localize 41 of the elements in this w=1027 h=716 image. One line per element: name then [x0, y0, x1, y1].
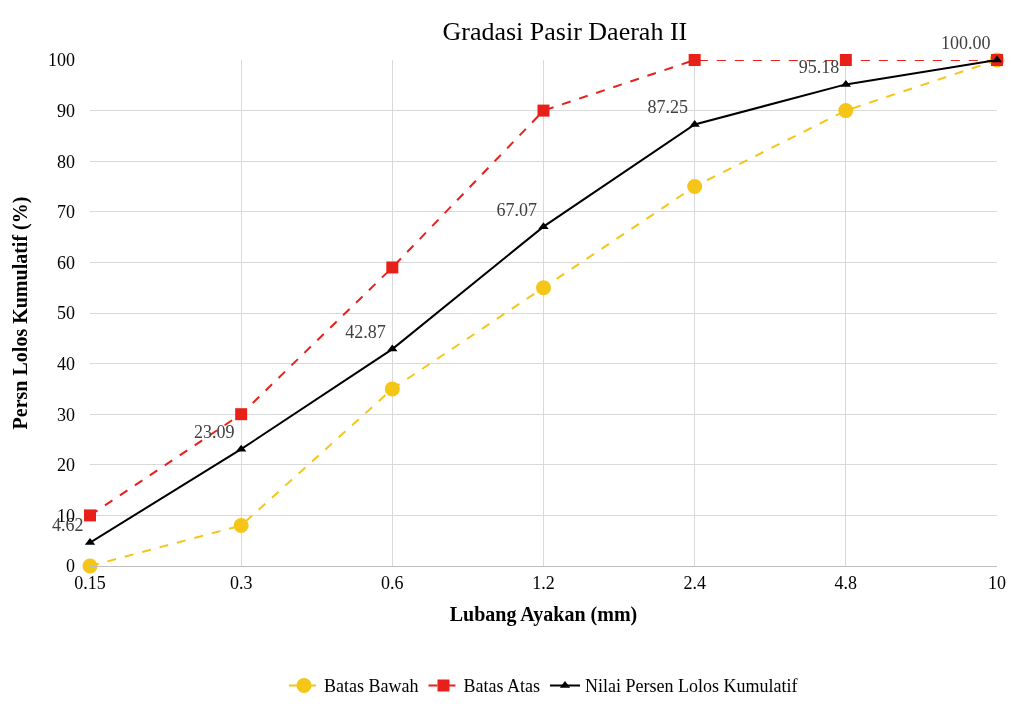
data-label: 42.87	[345, 321, 386, 342]
x-tick-label: 0.15	[74, 572, 106, 593]
data-label: 67.07	[496, 199, 537, 220]
legend-label: Batas Bawah	[324, 676, 419, 697]
legend-label: Batas Atas	[463, 676, 540, 697]
point	[386, 261, 399, 274]
x-tick-label: 0.3	[229, 572, 253, 593]
y-tick-label: 50	[57, 303, 75, 324]
y-tick-label: 70	[57, 202, 75, 223]
data-label: 87.25	[647, 97, 689, 118]
y-tick-label: 100	[48, 50, 75, 71]
point	[838, 103, 854, 119]
chart-title: Gradasi Pasir Daerah II	[442, 16, 688, 46]
point	[233, 518, 249, 534]
point	[687, 179, 703, 194]
y-tick-label: 60	[57, 252, 75, 273]
y-tick-label: 90	[57, 100, 75, 121]
y-tick-label: 80	[57, 151, 75, 172]
y-tick-label: 20	[57, 455, 75, 476]
data-label: 95.18	[798, 57, 840, 78]
data-label: 23.09	[194, 422, 235, 443]
x-tick-label: 4.8	[834, 572, 858, 593]
x-tick-label: 1.2	[532, 572, 555, 593]
point	[82, 558, 98, 574]
y-tick-label: 30	[57, 404, 75, 425]
point	[688, 54, 701, 66]
point	[384, 381, 400, 397]
point	[235, 408, 248, 421]
point	[536, 280, 551, 296]
point	[839, 54, 852, 66]
point	[84, 509, 96, 522]
x-tick-label: 10	[988, 572, 1006, 593]
y-tick-label: 40	[57, 353, 75, 374]
point	[537, 104, 550, 117]
y-axis-title: Persn Lolos Kumulatif (%)	[8, 196, 32, 430]
x-tick-label: 2.4	[683, 572, 706, 593]
data-label: 100.00	[940, 32, 991, 53]
y-tick-label: 0	[66, 556, 75, 577]
x-axis-title: Lubang Ayakan (mm)	[449, 603, 638, 627]
legend-label: Nilai Persen Lolos Kumulatif	[584, 676, 798, 697]
x-tick-label: 0.6	[381, 572, 404, 593]
